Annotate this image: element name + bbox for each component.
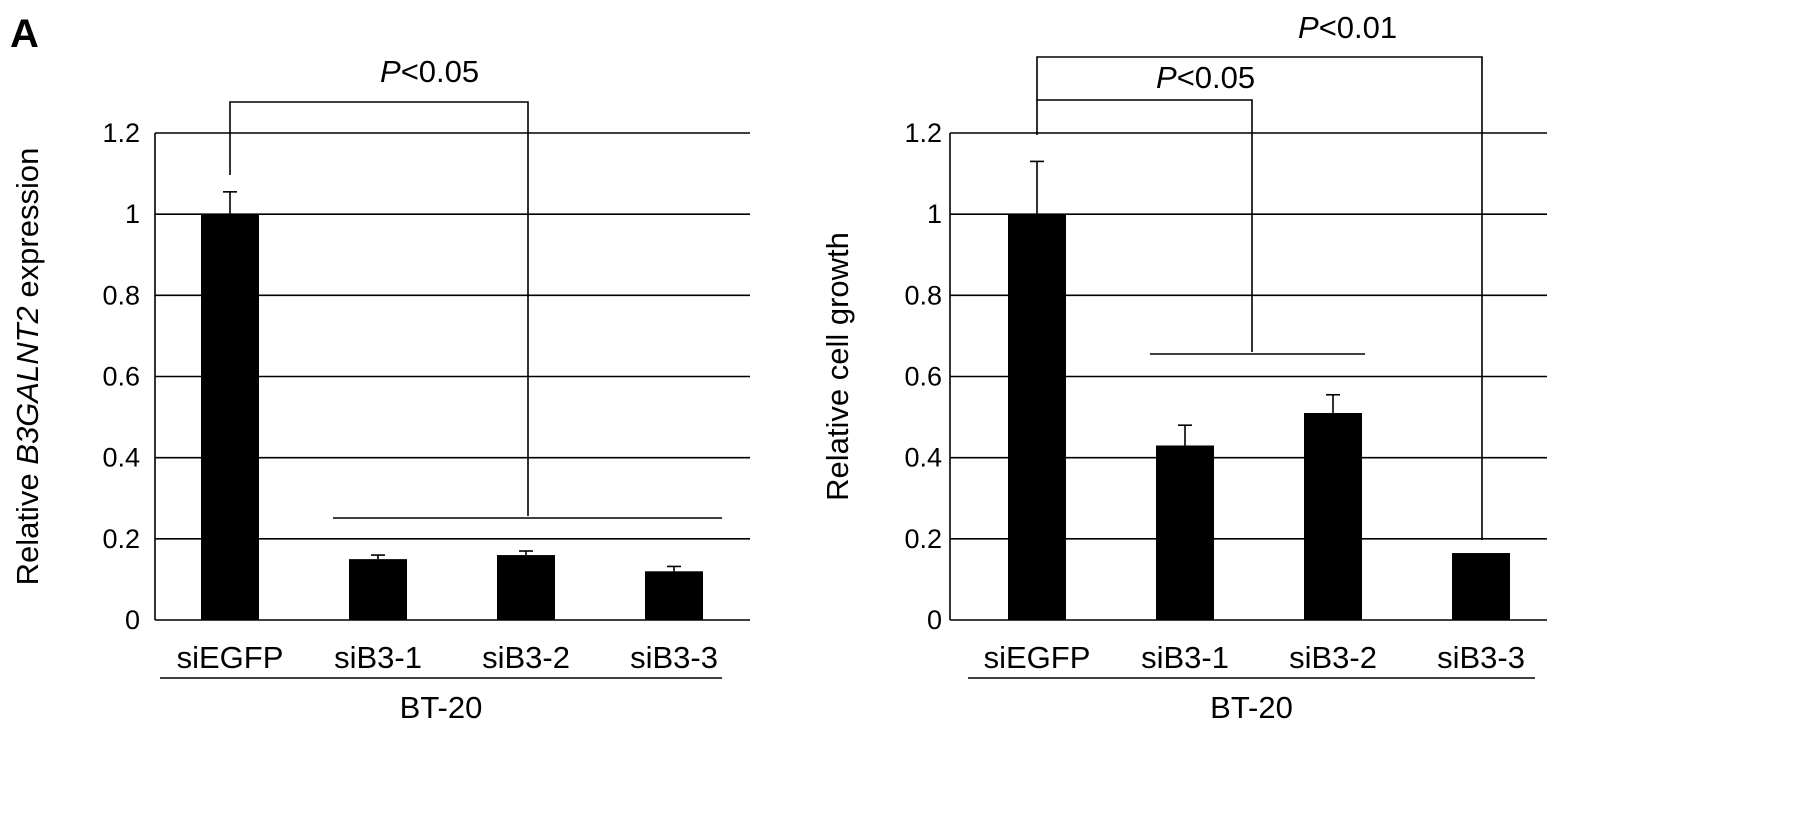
y-axis-label-part: expression xyxy=(10,148,45,307)
p-value: <0.01 xyxy=(1319,10,1397,45)
bar-sib3-3 xyxy=(1452,553,1510,620)
p-symbol: P xyxy=(380,54,401,89)
category-label: siEGFP xyxy=(984,640,1091,675)
p-symbol: P xyxy=(1156,60,1177,95)
y-tick-label: 1.2 xyxy=(904,118,942,148)
p-symbol: P xyxy=(1298,10,1319,45)
y-tick-label: 0.6 xyxy=(102,362,140,392)
group-label: BT-20 xyxy=(1210,690,1293,725)
y-tick-label: 0.2 xyxy=(102,524,140,554)
bar-siegfp xyxy=(201,214,259,620)
y-tick-label: 0.8 xyxy=(102,280,140,310)
chart-relative-cell-growth: 0 0.2 0.4 0.6 0.8 1 1.2 Relative cell growth siE… xyxy=(820,10,1547,725)
y-axis-label-part: Relative xyxy=(10,465,45,586)
y-axis-label: Relative cell growth xyxy=(820,232,855,501)
y-axis-label: Relative B3GALNT2 expression xyxy=(10,148,45,586)
y-tick-label: 0.6 xyxy=(904,362,942,392)
y-tick-label: 1.2 xyxy=(102,118,140,148)
category-label: siB3-3 xyxy=(630,640,718,675)
category-label: siB3-2 xyxy=(482,640,570,675)
p-value: <0.05 xyxy=(401,54,479,89)
category-label: siEGFP xyxy=(177,640,284,675)
significance-label: P<0.01 xyxy=(1298,10,1397,45)
category-label: siB3-1 xyxy=(1141,640,1229,675)
chart-b3galnt2-expression: 0 0.2 0.4 0.6 0.8 1 1.2 Relative B3GALNT2 expre… xyxy=(10,54,750,725)
y-axis-label-gene: B3GALNT2 xyxy=(10,306,45,465)
p-value: <0.05 xyxy=(1177,60,1255,95)
y-tick-label: 0 xyxy=(927,605,942,635)
category-label: siB3-1 xyxy=(334,640,422,675)
category-label: siB3-3 xyxy=(1437,640,1525,675)
y-tick-label: 0 xyxy=(125,605,140,635)
y-tick-label: 0.4 xyxy=(904,443,942,473)
panel-label: A xyxy=(10,12,39,56)
category-label: siB3-2 xyxy=(1289,640,1377,675)
significance-label: P<0.05 xyxy=(380,54,479,89)
y-tick-label: 0.2 xyxy=(904,524,942,554)
significance-bracket xyxy=(229,101,529,516)
bar-siegfp xyxy=(1008,214,1066,620)
y-tick-label: 1 xyxy=(927,199,942,229)
y-tick-label: 0.8 xyxy=(904,280,942,310)
bar-sib3-1 xyxy=(1156,445,1214,620)
bar-sib3-2 xyxy=(497,555,555,620)
significance-label: P<0.05 xyxy=(1156,60,1255,95)
significance-bracket xyxy=(1036,56,1483,540)
y-axis-label-part: Relative cell growth xyxy=(820,232,855,501)
significance-bracket xyxy=(1036,99,1253,352)
bar-sib3-3 xyxy=(645,571,703,620)
y-tick-label: 0.4 xyxy=(102,443,140,473)
group-label: BT-20 xyxy=(400,690,483,725)
bar-sib3-2 xyxy=(1304,413,1362,620)
y-tick-label: 1 xyxy=(125,199,140,229)
bar-sib3-1 xyxy=(349,559,407,620)
